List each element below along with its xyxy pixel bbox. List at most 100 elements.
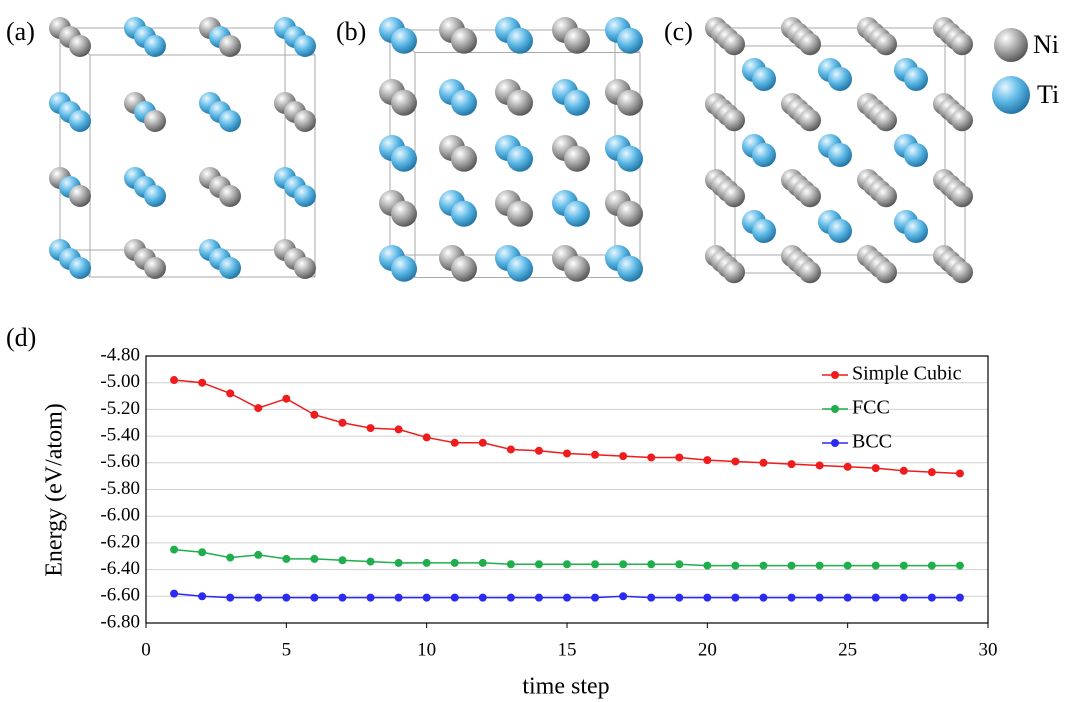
data-point	[394, 425, 403, 434]
atom	[752, 143, 776, 167]
atom	[799, 109, 821, 132]
atom	[723, 109, 745, 132]
data-point	[282, 394, 291, 403]
data-point	[422, 593, 431, 602]
data-point	[759, 458, 768, 467]
panel-label: (c)	[664, 17, 693, 46]
atom	[951, 185, 973, 208]
atom	[564, 200, 590, 227]
legend-marker	[831, 371, 839, 379]
data-point	[338, 593, 347, 602]
x-tick-label: 30	[979, 639, 998, 660]
atom	[904, 67, 928, 91]
atom	[507, 145, 533, 172]
data-point	[170, 589, 179, 598]
atom	[799, 185, 821, 208]
data-point	[759, 593, 768, 602]
data-point	[843, 593, 852, 602]
data-point	[787, 460, 796, 469]
legend-marker	[831, 405, 839, 413]
atom-legend-label: Ni	[1033, 30, 1059, 59]
data-point	[478, 593, 487, 602]
atom	[451, 27, 477, 54]
data-point	[675, 560, 684, 569]
ni-legend-atom	[994, 28, 1028, 62]
y-tick-label: -6.60	[100, 585, 140, 606]
atom	[69, 110, 91, 132]
atom	[507, 255, 533, 282]
data-point	[703, 561, 712, 570]
data-point	[506, 560, 515, 569]
data-point	[843, 561, 852, 570]
data-point	[955, 469, 964, 478]
data-point	[787, 593, 796, 602]
atom	[752, 219, 776, 243]
plot-frame	[145, 355, 989, 624]
data-point	[899, 466, 908, 475]
data-point	[815, 561, 824, 570]
atom	[723, 185, 745, 208]
y-tick-label: -6.00	[100, 505, 140, 526]
atom	[723, 261, 745, 284]
data-point	[450, 438, 459, 447]
data-point	[198, 378, 207, 387]
ti-legend-atom	[992, 76, 1030, 114]
data-point	[338, 418, 347, 427]
data-point	[955, 593, 964, 602]
atom	[828, 219, 852, 243]
x-tick-label: 25	[838, 639, 857, 660]
atom	[617, 200, 643, 227]
data-point	[591, 593, 600, 602]
atom	[451, 255, 477, 282]
data-point	[703, 593, 712, 602]
data-point	[815, 593, 824, 602]
y-tick-label: -5.40	[100, 424, 140, 445]
y-tick-label: -5.00	[100, 371, 140, 392]
atom	[828, 67, 852, 91]
legend-label: Simple Cubic	[852, 363, 962, 385]
atom	[144, 110, 166, 132]
data-point	[619, 560, 628, 569]
data-point	[591, 560, 600, 569]
atom	[875, 261, 897, 284]
chart: -6.80 -6.60 -6.40 -6.20 -6.00 -5.80 -5.60 -5.40…	[100, 344, 997, 660]
data-point	[478, 558, 487, 567]
data-point	[534, 560, 543, 569]
y-tick-label: -6.80	[100, 611, 140, 632]
atom	[219, 110, 241, 132]
atom	[723, 33, 745, 56]
data-point	[675, 453, 684, 462]
data-point	[338, 556, 347, 565]
data-point	[506, 445, 515, 454]
atom	[617, 27, 643, 54]
atom	[828, 143, 852, 167]
y-tick-label: -4.80	[100, 344, 140, 365]
data-point	[787, 561, 796, 570]
atom	[294, 257, 316, 279]
atom	[752, 67, 776, 91]
data-point	[478, 438, 487, 447]
y-tick-label: -6.40	[100, 558, 140, 579]
data-point	[647, 453, 656, 462]
data-point	[815, 461, 824, 470]
data-point	[254, 550, 263, 559]
atom	[507, 27, 533, 54]
atom	[617, 145, 643, 172]
data-point	[843, 462, 852, 471]
data-point	[871, 561, 880, 570]
atom	[294, 185, 316, 207]
atom	[951, 109, 973, 132]
atom	[219, 257, 241, 279]
panel-label: (d)	[6, 323, 36, 352]
y-tick-label: -6.20	[100, 531, 140, 552]
crystal-structures	[49, 17, 973, 284]
data-point	[450, 558, 459, 567]
x-tick-label: 10	[417, 639, 436, 660]
x-tick-label: 20	[698, 639, 717, 660]
panel-label: (b)	[336, 17, 366, 46]
data-point	[170, 545, 179, 554]
atom	[617, 89, 643, 116]
atom	[617, 255, 643, 282]
atom	[451, 145, 477, 172]
